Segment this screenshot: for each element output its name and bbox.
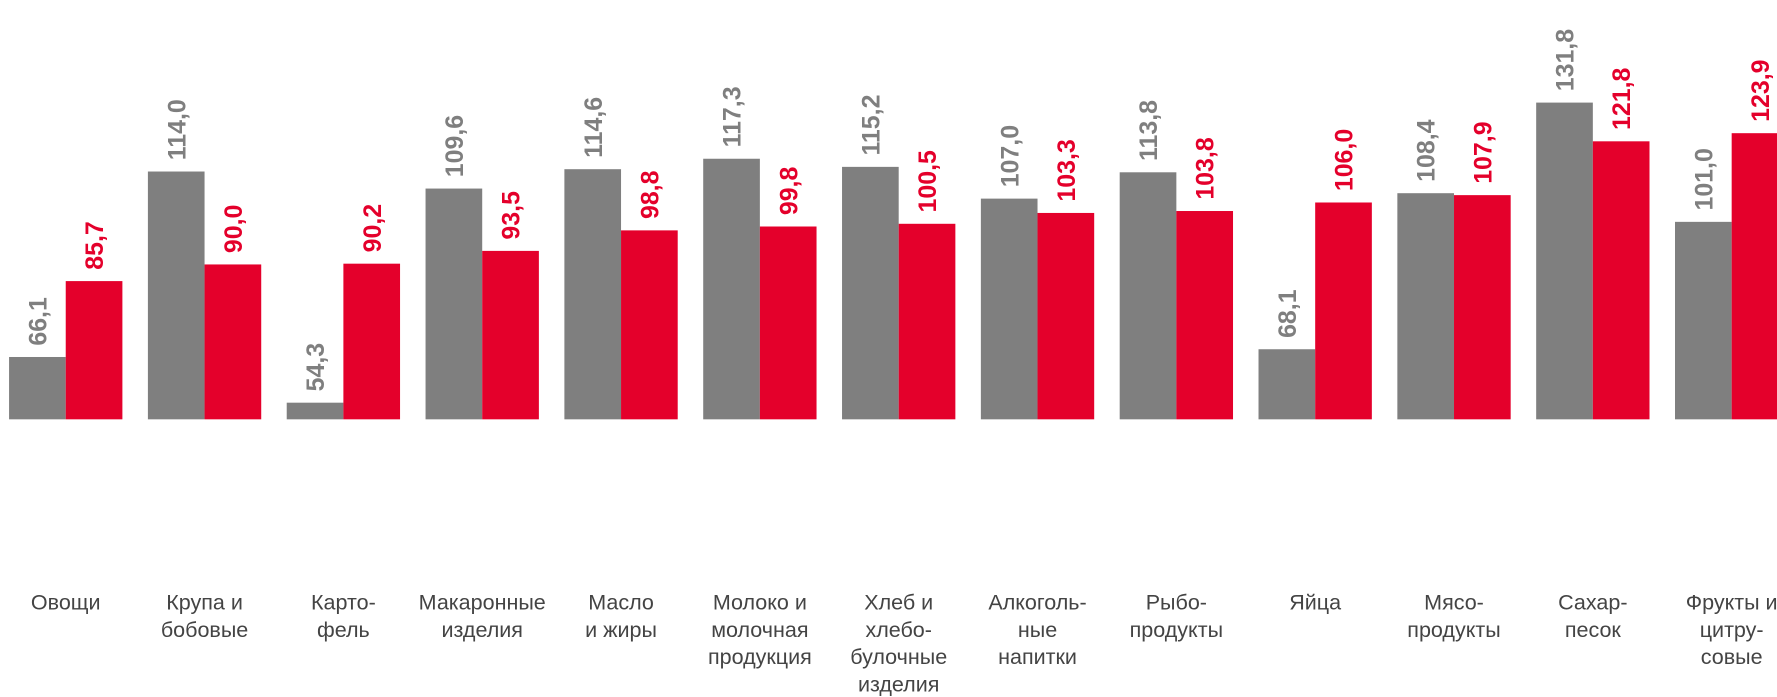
value-label: 106,0 <box>1331 129 1359 191</box>
bar <box>65 281 123 420</box>
bar <box>1397 193 1455 420</box>
bar <box>9 356 66 420</box>
category-label: продукты <box>1130 618 1223 642</box>
bar <box>564 169 622 420</box>
value-label: 113,8 <box>1135 100 1163 161</box>
bar <box>343 263 401 420</box>
value-label: 85,7 <box>81 221 109 270</box>
category-label: Рыбо- <box>1146 591 1207 615</box>
category-label: песок <box>1565 618 1622 642</box>
bar <box>842 166 899 420</box>
bar <box>482 250 539 420</box>
category-label: продукты <box>1407 618 1500 642</box>
bar <box>425 188 483 420</box>
category-label: цитру- <box>1700 618 1764 642</box>
category-label: напитки <box>998 645 1077 669</box>
category-label: Яйца <box>1289 591 1341 615</box>
bar <box>1176 211 1234 420</box>
category-label: совые <box>1701 645 1763 669</box>
value-label: 66,1 <box>24 297 52 346</box>
value-label: 131,8 <box>1552 29 1580 92</box>
category-label: Карто- <box>311 591 376 615</box>
category-label: Алкоголь- <box>988 591 1086 615</box>
category-label: Макаронные <box>419 591 546 615</box>
bar <box>147 171 205 420</box>
bar <box>759 226 817 420</box>
bar <box>1731 133 1777 420</box>
bar <box>1675 221 1732 420</box>
value-label: 98,8 <box>636 170 664 219</box>
bar <box>1454 195 1511 420</box>
category-label: хлебо- <box>865 618 932 642</box>
value-label: 93,5 <box>498 191 526 240</box>
bar <box>898 223 956 420</box>
category-label: молочная <box>711 618 808 642</box>
value-label: 117,3 <box>719 86 747 147</box>
value-label: 103,3 <box>1053 139 1081 201</box>
category-label: изделия <box>858 672 939 696</box>
category-label: и жиры <box>585 618 657 642</box>
value-label: 99,8 <box>775 167 803 216</box>
value-label: 90,0 <box>220 205 248 254</box>
category-label: Мясо- <box>1424 591 1484 615</box>
value-label: 123,9 <box>1747 59 1775 121</box>
category-label: фель <box>317 618 370 642</box>
category-label: Сахар- <box>1558 591 1627 615</box>
value-label: 90,2 <box>359 204 387 253</box>
value-label: 68,1 <box>1274 289 1302 338</box>
category-label: Овощи <box>31 591 101 615</box>
bar <box>1315 202 1372 420</box>
category-label: изделия <box>441 618 522 642</box>
category-label: продукция <box>708 645 812 669</box>
category-label: ные <box>1018 618 1057 642</box>
bar <box>1536 102 1593 420</box>
value-label: 108,4 <box>1413 119 1441 182</box>
value-label: 109,6 <box>441 115 469 177</box>
value-label: 121,8 <box>1608 67 1636 130</box>
bar <box>703 158 760 420</box>
category-label: бобовые <box>161 618 248 642</box>
bar <box>1258 349 1316 420</box>
category-label: Хлеб и <box>864 591 933 615</box>
value-label: 115,2 <box>857 95 885 156</box>
category-label: Фрукты и <box>1686 591 1777 615</box>
bar <box>1037 212 1095 420</box>
value-label: 114,6 <box>580 97 608 158</box>
value-label: 101,0 <box>1690 148 1718 210</box>
bar <box>1592 141 1650 420</box>
bar <box>621 230 678 420</box>
bar <box>1119 172 1177 420</box>
bar <box>980 198 1038 420</box>
value-label: 103,8 <box>1192 137 1220 200</box>
value-label: 107,9 <box>1469 121 1497 183</box>
category-label: булочные <box>850 645 947 669</box>
value-label: 100,5 <box>914 150 942 213</box>
value-label: 54,3 <box>302 343 330 392</box>
bar <box>204 264 262 420</box>
category-label: Масло <box>588 591 654 615</box>
bar <box>286 402 344 420</box>
category-label: Крупа и <box>166 591 243 615</box>
value-label: 114,0 <box>163 99 191 160</box>
value-label: 107,0 <box>996 125 1024 187</box>
category-label: Молоко и <box>713 591 807 615</box>
